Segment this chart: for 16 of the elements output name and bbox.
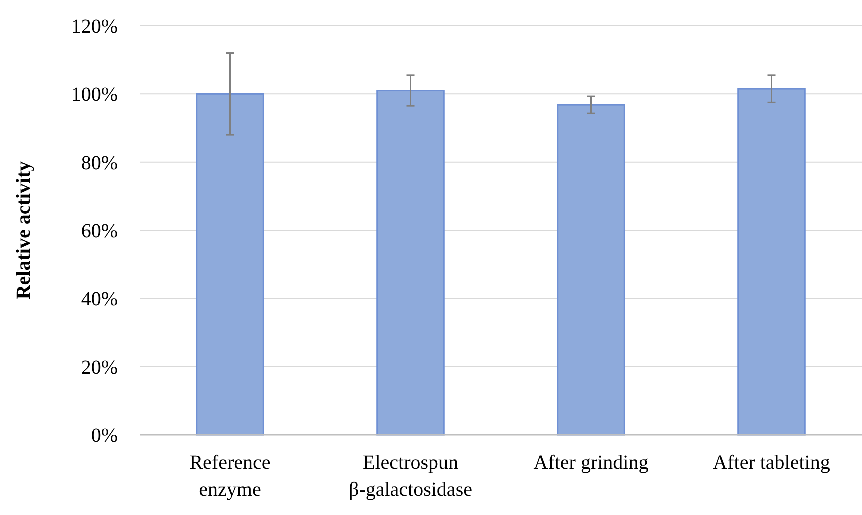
y-tick-label: 100% bbox=[71, 84, 118, 106]
y-tick-label: 80% bbox=[81, 152, 118, 174]
y-tick-label: 20% bbox=[81, 356, 118, 379]
bar bbox=[557, 104, 626, 436]
x-tick-label: After tableting bbox=[713, 452, 830, 474]
y-axis-title: Relative activity bbox=[13, 161, 35, 300]
bar bbox=[738, 88, 806, 436]
x-tick-label: Reference enzyme bbox=[190, 452, 271, 501]
x-tick-label: After grinding bbox=[534, 452, 649, 474]
x-tick-label: Electrospun β-galactosidase bbox=[349, 452, 473, 501]
y-tick-label: 60% bbox=[81, 220, 118, 242]
bar bbox=[196, 93, 264, 436]
y-tick-label: 120% bbox=[71, 16, 118, 38]
bar bbox=[376, 90, 445, 436]
y-tick-label: 40% bbox=[81, 288, 118, 311]
y-tick-label: 0% bbox=[91, 425, 118, 447]
